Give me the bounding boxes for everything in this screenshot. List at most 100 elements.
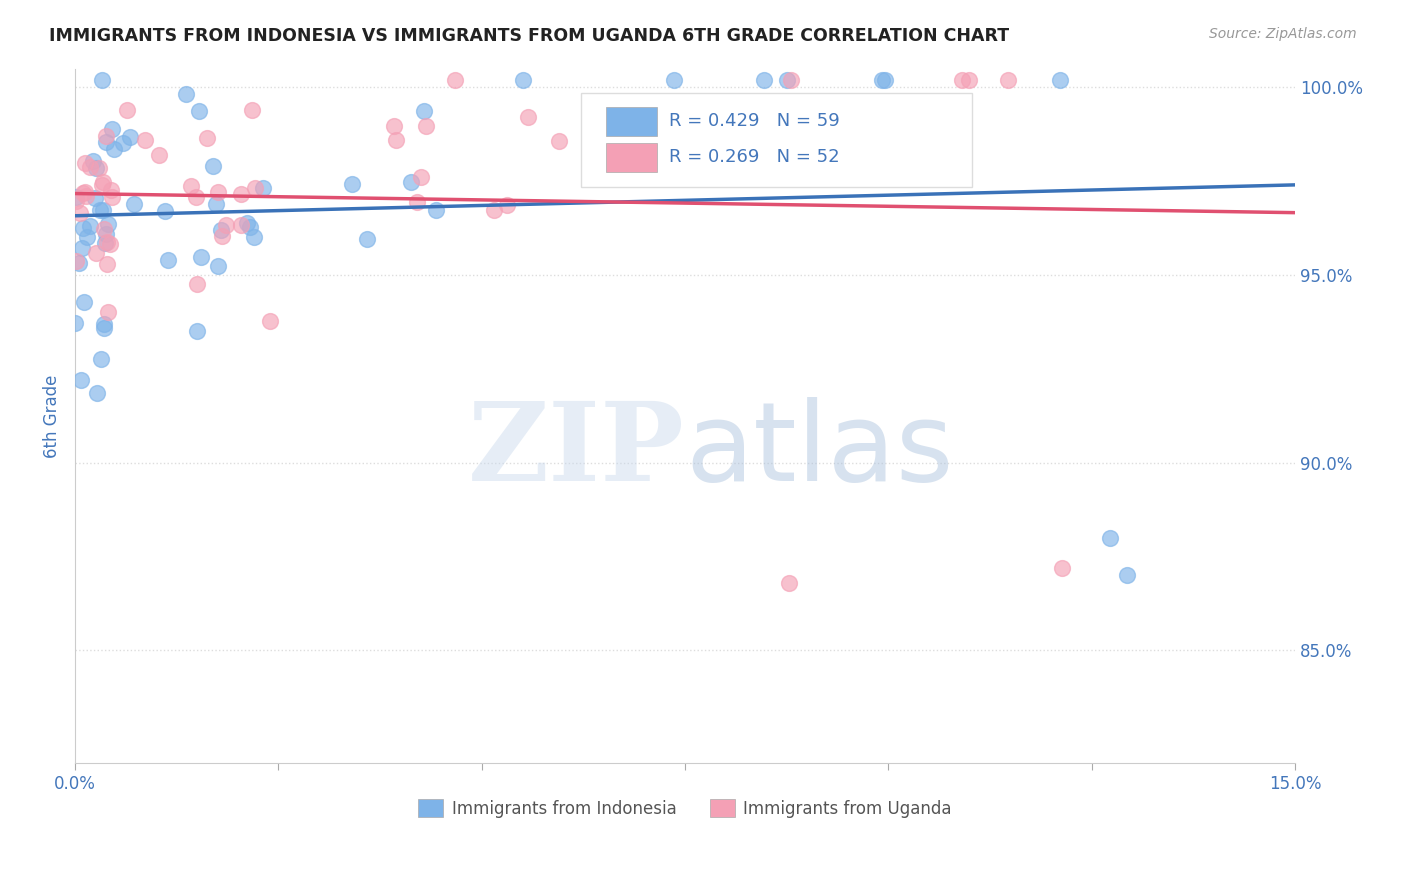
Point	[84, 245, 107, 260]
Point	[776, 72, 799, 87]
Point	[651, 116, 673, 130]
Point	[778, 575, 800, 590]
Point	[415, 119, 437, 133]
Text: ZIP: ZIP	[468, 397, 685, 504]
Point	[76, 230, 98, 244]
Point	[84, 191, 107, 205]
Point	[259, 314, 281, 328]
Point	[93, 320, 115, 334]
Point	[943, 169, 966, 184]
Point	[73, 156, 96, 170]
Point	[356, 232, 378, 246]
Point	[186, 324, 208, 338]
Point	[90, 178, 112, 192]
Point	[231, 218, 253, 232]
Point	[120, 129, 142, 144]
Point	[870, 72, 893, 87]
Point	[547, 134, 569, 148]
Point	[93, 222, 115, 236]
Point	[86, 386, 108, 401]
Point	[406, 195, 429, 210]
Point	[235, 216, 257, 230]
Point	[409, 170, 432, 185]
Point	[65, 189, 87, 203]
Point	[75, 185, 97, 199]
Point	[229, 186, 252, 201]
Point	[425, 203, 447, 218]
Point	[91, 203, 114, 218]
Point	[65, 194, 87, 208]
Point	[87, 161, 110, 176]
Point	[73, 295, 96, 310]
Y-axis label: 6th Grade: 6th Grade	[44, 374, 60, 458]
Point	[63, 316, 86, 330]
Point	[1049, 72, 1071, 87]
FancyBboxPatch shape	[581, 93, 972, 186]
Point	[207, 259, 229, 273]
Point	[957, 72, 980, 87]
Point	[780, 72, 803, 87]
Text: R = 0.429   N = 59: R = 0.429 N = 59	[669, 112, 839, 130]
Point	[188, 103, 211, 118]
Point	[252, 181, 274, 195]
Point	[122, 197, 145, 211]
Point	[69, 373, 91, 387]
Point	[207, 185, 229, 199]
Point	[195, 131, 218, 145]
FancyBboxPatch shape	[606, 143, 657, 172]
Point	[243, 230, 266, 244]
Point	[186, 277, 208, 291]
Point	[243, 180, 266, 194]
Point	[91, 175, 114, 189]
Point	[190, 250, 212, 264]
Point	[482, 202, 505, 217]
Point	[72, 221, 94, 235]
Point	[148, 148, 170, 162]
Point	[385, 133, 408, 147]
FancyBboxPatch shape	[606, 107, 657, 136]
Point	[156, 253, 179, 268]
Point	[382, 119, 405, 133]
Point	[112, 136, 135, 150]
Point	[1098, 531, 1121, 545]
Point	[239, 219, 262, 234]
Point	[100, 183, 122, 197]
Point	[752, 72, 775, 87]
Point	[93, 317, 115, 331]
Point	[103, 143, 125, 157]
Point	[512, 72, 534, 87]
Point	[79, 160, 101, 174]
Point	[399, 175, 422, 189]
Point	[97, 305, 120, 319]
Point	[75, 188, 97, 202]
Point	[72, 186, 94, 200]
Text: IMMIGRANTS FROM INDONESIA VS IMMIGRANTS FROM UGANDA 6TH GRADE CORRELATION CHART: IMMIGRANTS FROM INDONESIA VS IMMIGRANTS …	[49, 27, 1010, 45]
Point	[97, 217, 120, 231]
Point	[69, 206, 91, 220]
Point	[202, 159, 225, 173]
Point	[184, 189, 207, 203]
Point	[1116, 568, 1139, 582]
Point	[84, 161, 107, 175]
Point	[94, 129, 117, 144]
Point	[70, 241, 93, 255]
Point	[180, 178, 202, 193]
Point	[413, 103, 436, 118]
Point	[205, 196, 228, 211]
Point	[67, 256, 90, 270]
Point	[153, 203, 176, 218]
Point	[662, 72, 685, 87]
Point	[174, 87, 197, 101]
Point	[96, 235, 118, 250]
Point	[211, 228, 233, 243]
Point	[215, 218, 238, 232]
Point	[65, 253, 87, 268]
Point	[134, 133, 156, 147]
Text: R = 0.269   N = 52: R = 0.269 N = 52	[669, 148, 839, 167]
Point	[1050, 561, 1073, 575]
Point	[340, 177, 363, 191]
Point	[444, 72, 467, 87]
Point	[96, 135, 118, 149]
Point	[952, 72, 974, 87]
Point	[495, 198, 517, 212]
